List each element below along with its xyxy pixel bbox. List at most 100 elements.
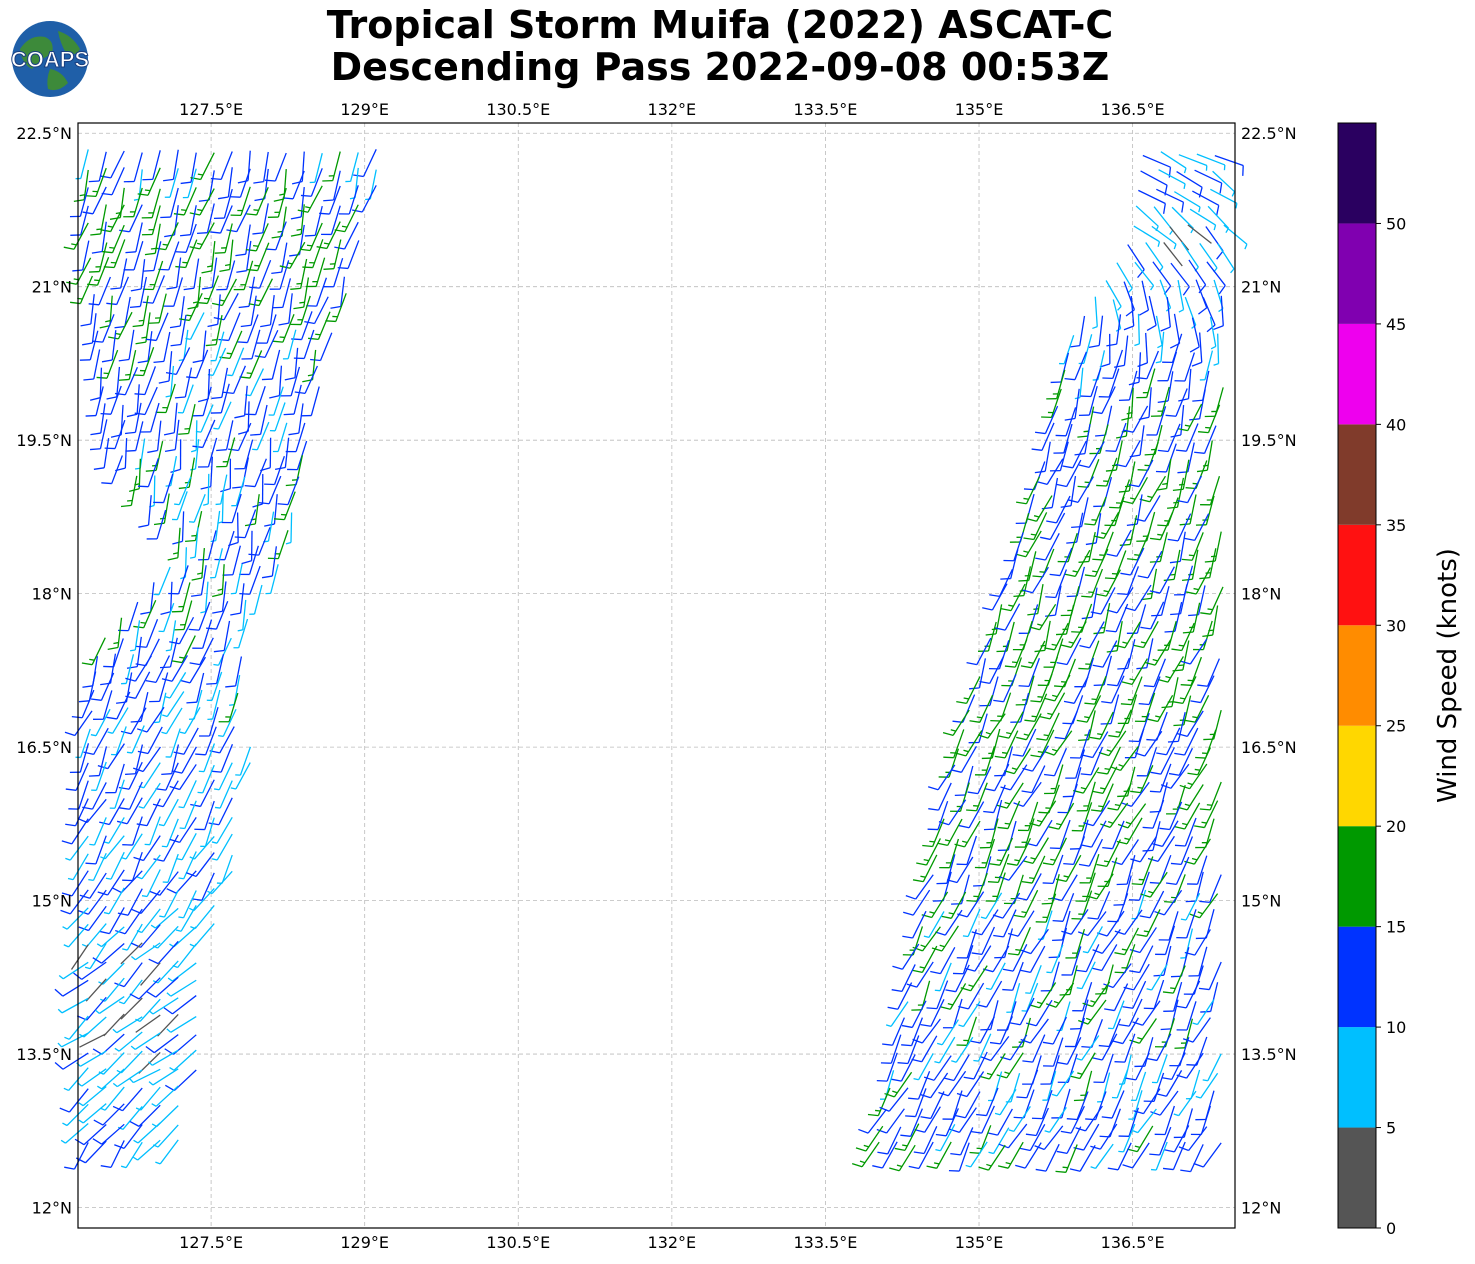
- barb-shaft: [1112, 963, 1132, 988]
- colorbar-tick-label: 35: [1386, 516, 1406, 535]
- barb-feather: [1105, 630, 1117, 633]
- wind-barb: [277, 476, 300, 506]
- barb-feather: [931, 947, 943, 952]
- barb-feather: [1044, 647, 1055, 651]
- wind-barb: [1092, 296, 1098, 330]
- barb-shaft: [939, 946, 956, 974]
- barb-feather-half: [1159, 266, 1164, 272]
- wind-barb: [191, 565, 207, 597]
- wind-barb: [189, 836, 215, 860]
- barb-feather: [911, 1058, 922, 1063]
- barb-feather: [1118, 490, 1130, 493]
- barb-shaft: [947, 1070, 967, 1097]
- barb-feather: [236, 270, 247, 273]
- wind-barb: [248, 278, 273, 307]
- barb-shaft: [970, 1141, 988, 1168]
- wind-barb: [937, 818, 963, 847]
- barb-shaft: [1166, 297, 1171, 328]
- wind-barb: [116, 672, 133, 704]
- wind-barb: [140, 962, 161, 986]
- wind-barb: [114, 296, 131, 329]
- wind-barb: [1007, 910, 1035, 937]
- barb-shaft: [897, 982, 913, 1010]
- barb-shaft: [116, 1069, 143, 1088]
- barb-feather: [1031, 448, 1043, 451]
- barb-feather: [60, 909, 71, 915]
- barb-feather-half: [1082, 950, 1089, 954]
- barb-shaft: [134, 402, 142, 433]
- barb-feather-half: [58, 974, 64, 980]
- barb-feather-half: [976, 716, 983, 719]
- wind-barb: [1181, 549, 1199, 582]
- barb-feather: [1030, 700, 1041, 703]
- barb-shaft: [184, 800, 197, 829]
- barb-feather: [1128, 483, 1140, 488]
- barb-shaft: [275, 221, 287, 250]
- barb-shaft: [223, 620, 231, 651]
- barb-feather: [1160, 1028, 1172, 1031]
- barb-feather-half: [224, 263, 231, 267]
- barb-shaft: [298, 403, 304, 434]
- lat-ticks-left: 12°N13.5°N15°N16.5°N18°N19.5°N21°N22.5°N: [16, 124, 72, 1217]
- wind-barb: [133, 347, 155, 377]
- barb-feather-half: [913, 1077, 919, 1081]
- barb-feather: [134, 412, 146, 416]
- barb-shaft: [1105, 280, 1122, 307]
- barb-shaft: [1013, 1106, 1031, 1132]
- barb-feather: [982, 607, 993, 611]
- wind-barb: [1165, 388, 1188, 417]
- barb-feather-half: [1178, 309, 1184, 313]
- barb-feather: [1046, 520, 1057, 524]
- wind-barb: [1187, 224, 1212, 244]
- barb-feather: [1133, 1110, 1144, 1115]
- wind-barb: [105, 763, 125, 794]
- wind-barb: [132, 1139, 161, 1161]
- barb-feather: [985, 633, 997, 636]
- barb-shaft: [939, 1124, 956, 1152]
- lon-tick-label: 133.5°E: [793, 100, 857, 119]
- wind-barb: [1000, 764, 1028, 791]
- wind-barb: [1093, 602, 1111, 635]
- barb-shaft: [220, 744, 234, 773]
- wind-barb: [108, 311, 133, 340]
- barb-shaft: [333, 257, 344, 287]
- barb-shaft: [1130, 296, 1135, 327]
- barb-feather-half: [1170, 987, 1176, 990]
- barb-feather: [1163, 578, 1175, 582]
- barb-feather: [1171, 648, 1182, 652]
- wind-barb: [966, 782, 988, 812]
- wind-barb: [935, 1124, 956, 1152]
- barb-shaft: [944, 909, 963, 936]
- wind-barb: [93, 438, 110, 470]
- barb-shaft: [146, 798, 161, 826]
- barb-feather-half: [944, 839, 951, 842]
- wind-barb: [133, 835, 161, 862]
- barb-feather: [971, 931, 982, 936]
- barb-feather: [1066, 541, 1077, 544]
- wind-barb: [290, 258, 308, 290]
- wind-barb: [1149, 1126, 1172, 1156]
- barb-shaft: [1017, 927, 1032, 956]
- barb-feather-half: [1191, 324, 1197, 329]
- barb-feather: [926, 1165, 937, 1169]
- barb-shaft: [1160, 331, 1165, 362]
- barb-shaft: [1022, 781, 1042, 807]
- barb-feather-half: [985, 987, 992, 990]
- wind-barb: [123, 240, 144, 271]
- wind-barb: [54, 1052, 89, 1070]
- lat-tick-label: 15°N: [1241, 892, 1281, 911]
- wind-barb: [173, 727, 199, 755]
- wind-barb: [1184, 513, 1210, 541]
- wind-barb: [1070, 729, 1091, 759]
- barb-feather: [218, 196, 229, 200]
- wind-barb: [302, 349, 317, 383]
- wind-barb: [97, 1068, 125, 1090]
- barb-shaft: [981, 926, 995, 955]
- barb-feather: [73, 199, 85, 203]
- barb-shaft: [1176, 171, 1203, 188]
- wind-barb: [1185, 871, 1204, 903]
- wind-barb: [980, 892, 1003, 920]
- barb-shaft: [219, 205, 233, 234]
- barb-shaft: [143, 762, 161, 789]
- wind-barb: [211, 833, 233, 861]
